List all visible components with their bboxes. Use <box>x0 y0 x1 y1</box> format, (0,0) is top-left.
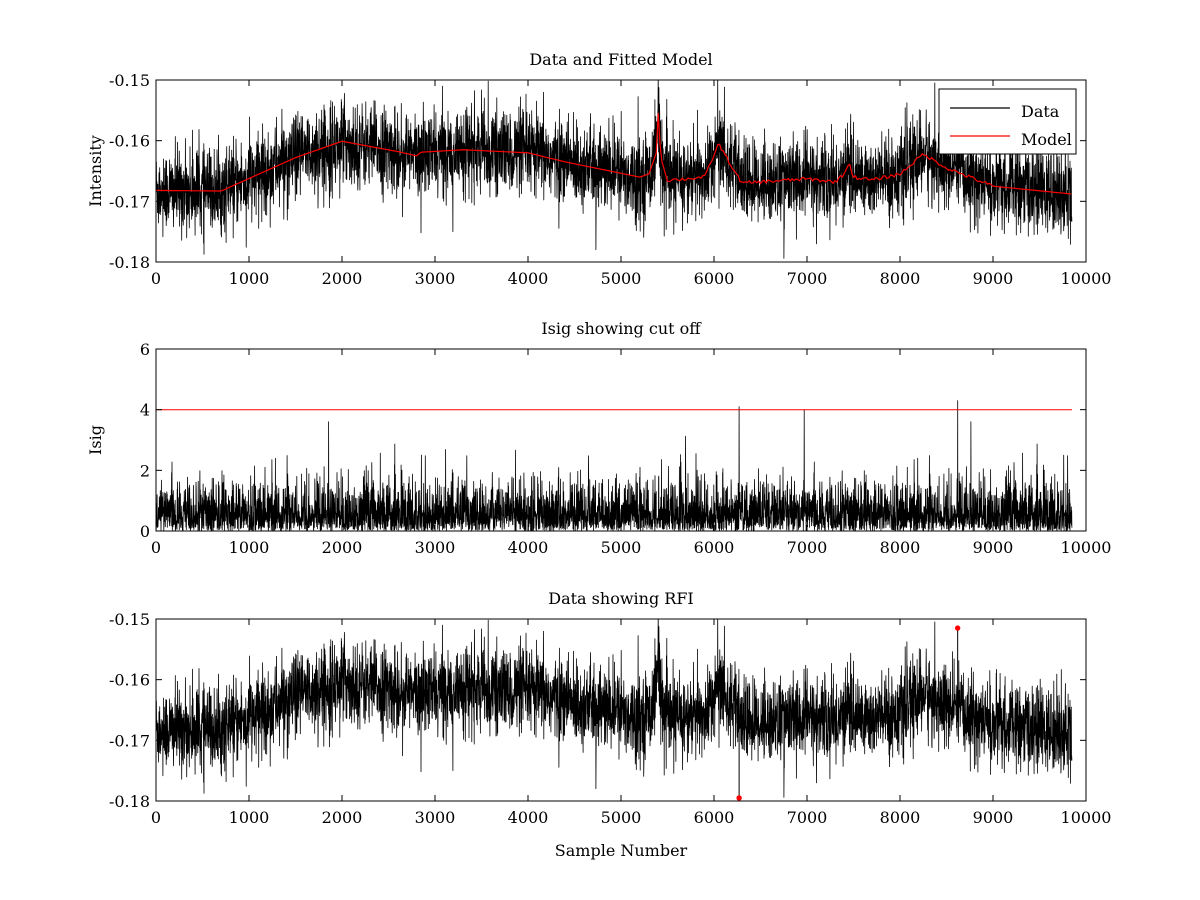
x-tick-label: 9000 <box>973 808 1014 827</box>
x-tick-label: 9000 <box>973 269 1014 288</box>
x-tick-label: 8000 <box>880 538 921 557</box>
x-tick-label: 2000 <box>322 538 363 557</box>
subplot-3: Data showing RFI 0 1000 2000 3000 4000 5000 600… <box>109 589 1111 860</box>
x-tick-label: 6000 <box>694 808 735 827</box>
x-tick-label: 4000 <box>508 269 549 288</box>
x-tick-label: 5000 <box>601 269 642 288</box>
axes-frame <box>155 618 1087 802</box>
x-tick-label: 7000 <box>787 538 828 557</box>
x-tick-label: 7000 <box>787 808 828 827</box>
series-group <box>156 619 1073 801</box>
x-tick-label: 6000 <box>694 269 735 288</box>
x-tick-label: 10000 <box>1061 538 1112 557</box>
x-tick-label: 10000 <box>1061 269 1112 288</box>
x-tick-label: 0 <box>151 808 161 827</box>
x-tick-label: 2000 <box>322 808 363 827</box>
chart-title: Isig showing cut off <box>541 319 702 338</box>
y-tick-label: -0.15 <box>109 610 150 629</box>
x-tick-label: 9000 <box>973 538 1014 557</box>
x-tick-label: 4000 <box>508 808 549 827</box>
x-tick-label: 5000 <box>601 808 642 827</box>
x-tick-label: 6000 <box>694 538 735 557</box>
legend: Data Model <box>938 88 1077 155</box>
x-tick-label: 0 <box>151 538 161 557</box>
x-tick-label: 1000 <box>229 538 270 557</box>
y-tick-label: -0.15 <box>109 71 150 90</box>
rfi-marker <box>954 625 961 631</box>
series-group <box>156 400 1073 531</box>
model-series-line <box>156 112 1072 195</box>
rfi-marker <box>736 795 742 801</box>
y-tick-label: -0.16 <box>109 132 150 151</box>
x-tick-label: 8000 <box>880 808 921 827</box>
x-tick-label: 10000 <box>1061 808 1112 827</box>
chart-title: Data showing RFI <box>548 589 693 608</box>
x-tick-label: 3000 <box>415 808 456 827</box>
y-axis-label: Intensity <box>86 135 105 207</box>
data-series-line <box>156 80 1073 259</box>
legend-label-data: Data <box>1021 102 1060 121</box>
series-group <box>156 80 1073 259</box>
y-tick-label: 0 <box>140 522 150 541</box>
subplot-1: Data and Fitted Model 0 1000 2000 3000 4000 50… <box>86 50 1111 288</box>
data-series-line <box>156 619 1073 798</box>
y-tick-label: 6 <box>140 340 150 359</box>
x-tick-label: 8000 <box>880 269 921 288</box>
y-tick-label: -0.17 <box>109 192 150 211</box>
x-axis-label: Sample Number <box>555 841 688 860</box>
x-tick-label: 0 <box>151 269 161 288</box>
subplot-2: Isig showing cut off 0 1000 2000 3000 4000 500… <box>86 319 1111 557</box>
x-tick-label: 1000 <box>229 808 270 827</box>
axes-frame <box>155 348 1087 532</box>
isig-series-line <box>156 400 1073 531</box>
x-tick-label: 1000 <box>229 269 270 288</box>
legend-box <box>938 88 1077 155</box>
x-tick-label: 2000 <box>322 269 363 288</box>
axes-frame <box>155 79 1087 263</box>
x-tick-label: 3000 <box>415 269 456 288</box>
x-tick-label: 7000 <box>787 269 828 288</box>
y-tick-label: 4 <box>140 401 150 420</box>
x-tick-label: 3000 <box>415 538 456 557</box>
y-tick-label: -0.16 <box>109 671 150 690</box>
y-tick-label: 2 <box>140 461 150 480</box>
chart-title: Data and Fitted Model <box>529 50 712 69</box>
y-tick-label: -0.18 <box>109 792 150 811</box>
y-tick-label: -0.18 <box>109 253 150 272</box>
x-tick-label: 4000 <box>508 538 549 557</box>
legend-label-model: Model <box>1021 130 1072 149</box>
y-axis-label: Isig <box>86 425 105 455</box>
y-tick-label: -0.17 <box>109 731 150 750</box>
x-tick-label: 5000 <box>601 538 642 557</box>
